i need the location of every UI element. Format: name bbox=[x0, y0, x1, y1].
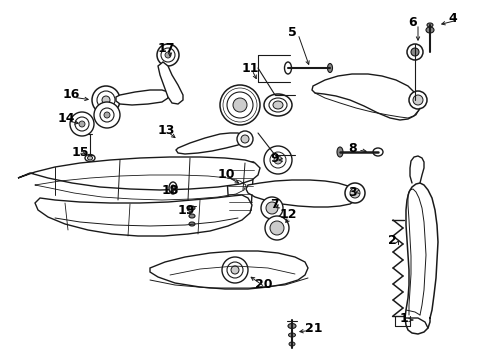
Ellipse shape bbox=[189, 222, 195, 226]
Text: 18: 18 bbox=[162, 184, 179, 197]
Text: 3: 3 bbox=[347, 185, 356, 198]
Text: 7: 7 bbox=[269, 198, 278, 211]
Circle shape bbox=[232, 98, 246, 112]
Text: 4: 4 bbox=[447, 12, 456, 24]
Circle shape bbox=[410, 48, 418, 56]
Ellipse shape bbox=[284, 62, 291, 74]
Circle shape bbox=[157, 44, 179, 66]
Text: 5: 5 bbox=[287, 26, 296, 39]
Circle shape bbox=[222, 257, 247, 283]
Text: 13: 13 bbox=[158, 123, 175, 136]
Circle shape bbox=[161, 48, 175, 62]
Polygon shape bbox=[116, 90, 168, 105]
Circle shape bbox=[70, 112, 94, 136]
Text: 2: 2 bbox=[387, 234, 396, 247]
Text: 12: 12 bbox=[280, 208, 297, 221]
Ellipse shape bbox=[425, 27, 433, 33]
Text: 9: 9 bbox=[269, 152, 278, 165]
Text: 10: 10 bbox=[218, 168, 235, 181]
Ellipse shape bbox=[327, 63, 332, 72]
Circle shape bbox=[269, 152, 285, 168]
Ellipse shape bbox=[87, 156, 92, 160]
Circle shape bbox=[164, 52, 171, 58]
Circle shape bbox=[75, 117, 89, 131]
Ellipse shape bbox=[189, 214, 195, 218]
Ellipse shape bbox=[288, 342, 294, 346]
Text: 21: 21 bbox=[305, 321, 322, 334]
Ellipse shape bbox=[372, 148, 382, 156]
Ellipse shape bbox=[264, 94, 291, 116]
Text: 1: 1 bbox=[399, 311, 408, 324]
Circle shape bbox=[100, 108, 114, 122]
Circle shape bbox=[269, 221, 284, 235]
Ellipse shape bbox=[268, 98, 286, 112]
Ellipse shape bbox=[288, 333, 295, 337]
Circle shape bbox=[264, 146, 291, 174]
Text: 19: 19 bbox=[178, 203, 195, 216]
Circle shape bbox=[237, 131, 252, 147]
Circle shape bbox=[104, 112, 110, 118]
Circle shape bbox=[345, 183, 364, 203]
Circle shape bbox=[261, 197, 283, 219]
Circle shape bbox=[102, 96, 110, 104]
Polygon shape bbox=[150, 251, 307, 289]
Circle shape bbox=[230, 266, 239, 274]
Circle shape bbox=[79, 121, 85, 127]
Text: 14: 14 bbox=[58, 112, 75, 125]
Circle shape bbox=[273, 156, 282, 164]
Text: 17: 17 bbox=[158, 41, 175, 54]
Circle shape bbox=[408, 91, 426, 109]
Polygon shape bbox=[245, 180, 357, 207]
Circle shape bbox=[220, 85, 260, 125]
Polygon shape bbox=[35, 195, 251, 236]
Circle shape bbox=[226, 92, 252, 118]
Circle shape bbox=[94, 102, 120, 128]
Text: 16: 16 bbox=[63, 89, 80, 102]
Ellipse shape bbox=[171, 185, 175, 191]
Polygon shape bbox=[225, 162, 253, 210]
Circle shape bbox=[226, 262, 243, 278]
Text: 11: 11 bbox=[242, 62, 259, 75]
Ellipse shape bbox=[85, 154, 95, 162]
Circle shape bbox=[349, 188, 359, 198]
Text: 15: 15 bbox=[72, 145, 89, 158]
Polygon shape bbox=[18, 157, 260, 190]
Ellipse shape bbox=[287, 324, 295, 328]
Circle shape bbox=[264, 216, 288, 240]
Circle shape bbox=[241, 135, 248, 143]
Ellipse shape bbox=[426, 23, 432, 27]
Circle shape bbox=[412, 95, 422, 105]
Text: 20: 20 bbox=[254, 279, 272, 292]
Polygon shape bbox=[158, 62, 183, 104]
Circle shape bbox=[92, 86, 120, 114]
Circle shape bbox=[97, 91, 115, 109]
Text: 8: 8 bbox=[347, 141, 356, 154]
Polygon shape bbox=[176, 133, 243, 154]
Polygon shape bbox=[311, 74, 419, 120]
Circle shape bbox=[265, 202, 278, 214]
Ellipse shape bbox=[189, 206, 195, 210]
Ellipse shape bbox=[336, 147, 342, 157]
Ellipse shape bbox=[272, 101, 283, 109]
Circle shape bbox=[406, 44, 422, 60]
Text: 6: 6 bbox=[407, 15, 416, 28]
Ellipse shape bbox=[169, 182, 177, 194]
